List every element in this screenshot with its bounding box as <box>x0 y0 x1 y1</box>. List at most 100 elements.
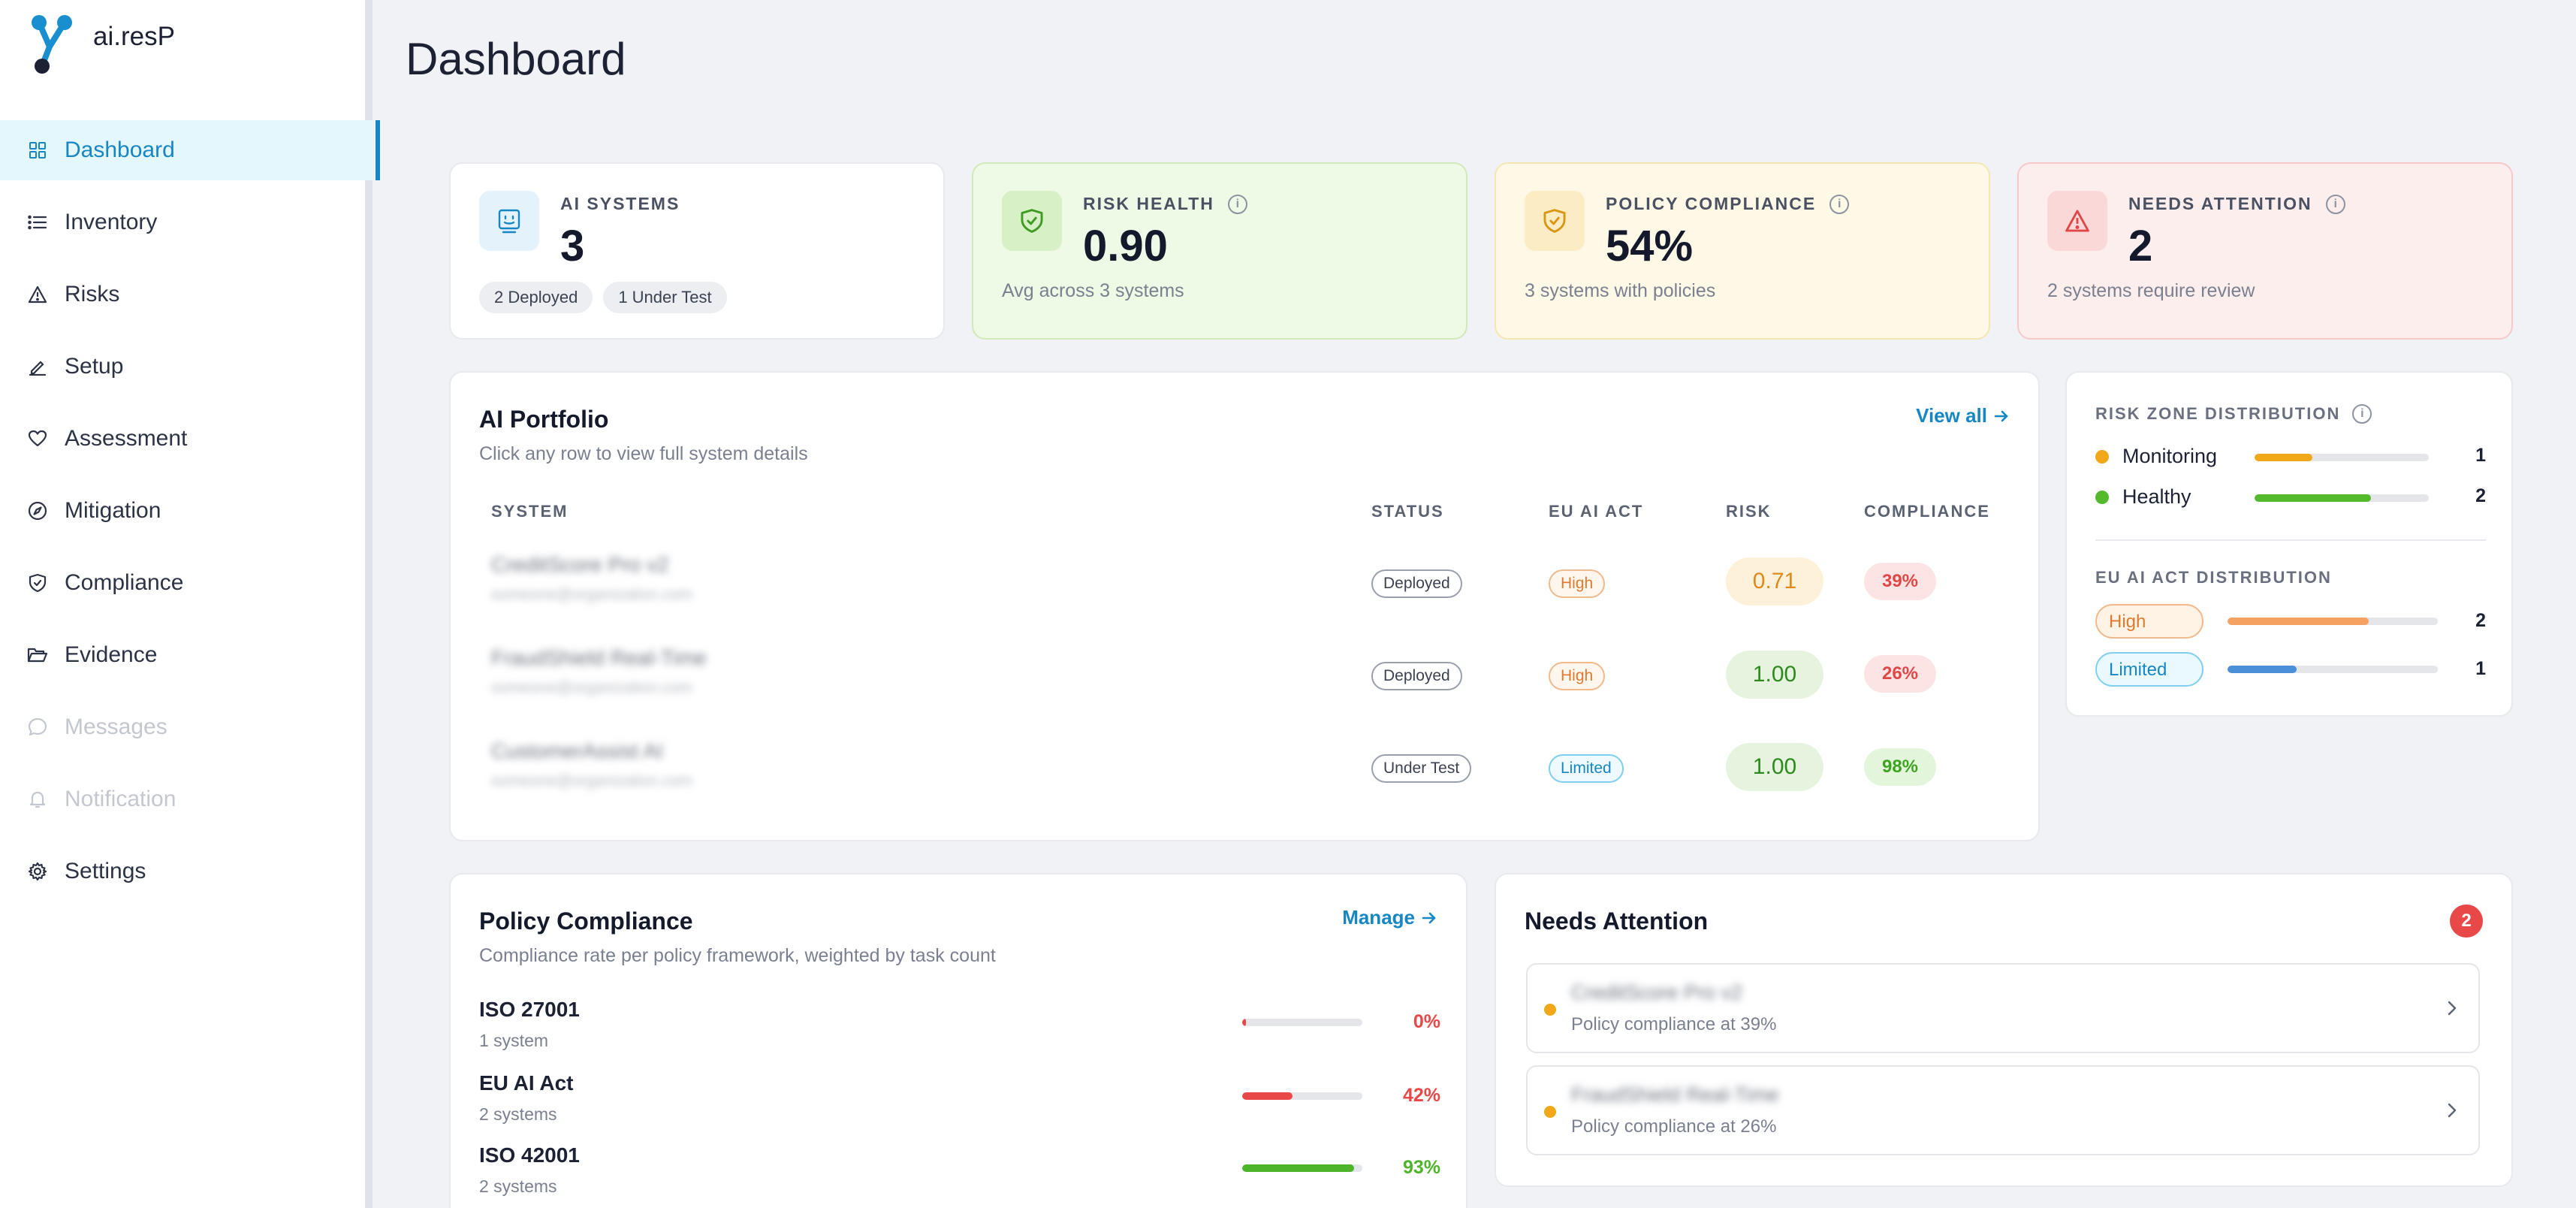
risk-zone-title: RISK ZONE DISTRIBUTION i <box>2095 404 2372 424</box>
view-all-link[interactable]: View all <box>1916 404 2010 427</box>
eu-bar-fill <box>2228 666 2297 673</box>
risk-score: 0.71 <box>1726 557 1823 606</box>
chip-under-test: 1 Under Test <box>603 282 727 313</box>
policy-name: EU AI Act <box>479 1071 574 1095</box>
risk-score: 1.00 <box>1726 651 1823 699</box>
eu-bar <box>2228 618 2438 625</box>
app-name: ai.resP <box>93 22 175 51</box>
sidebar-item-evidence[interactable]: Evidence <box>0 625 373 685</box>
zone-bar-fill <box>2255 494 2372 502</box>
shield-check-icon <box>1525 191 1585 251</box>
policy-row[interactable]: ISO 27001 1 system 0% <box>479 998 1440 1058</box>
chevron-right-icon <box>2448 1103 2457 1118</box>
sidebar-item-messages: Messages <box>0 697 373 757</box>
sidebar-item-assessment[interactable]: Assessment <box>0 409 373 469</box>
column-header-compliance: COMPLIANCE <box>1864 502 1990 521</box>
divider <box>2095 539 2486 541</box>
sidebar-item-label: Inventory <box>65 210 158 234</box>
compliance-score: 26% <box>1864 655 1936 693</box>
compliance-score: 39% <box>1864 563 1936 600</box>
zone-bar <box>2255 454 2429 461</box>
sidebar-item-label: Dashboard <box>65 137 175 162</box>
eu-row-limited: Limited 1 <box>2095 652 2486 687</box>
sidebar-item-setup[interactable]: Setup <box>0 337 373 397</box>
manage-link[interactable]: Manage <box>1342 906 1437 929</box>
zone-bar-fill <box>2255 454 2312 461</box>
attention-detail: Policy compliance at 26% <box>1571 1116 1777 1137</box>
zone-row-healthy: Healthy 2 <box>2095 482 2486 512</box>
policy-systems: 1 system <box>479 1031 549 1050</box>
attention-system-name: CreditScore Pro v2 <box>1571 981 1743 1004</box>
policy-bar-fill <box>1242 1019 1246 1026</box>
stat-value: 2 <box>2128 222 2153 270</box>
attention-title: Needs Attention <box>1525 908 1709 935</box>
grid-icon <box>27 140 48 161</box>
sidebar-item-label: Mitigation <box>65 498 161 523</box>
sidebar: ai.resP Dashboard Inventory Risks Setup … <box>0 0 380 1208</box>
info-icon[interactable]: i <box>2352 404 2372 424</box>
info-icon[interactable]: i <box>1227 194 1247 214</box>
sidebar-nav: Dashboard Inventory Risks Setup Assessme… <box>0 120 380 914</box>
policy-row[interactable]: ISO 42001 2 systems 93% <box>479 1143 1440 1203</box>
stat-label: RISK HEALTH i <box>1083 194 1247 214</box>
sidebar-item-label: Evidence <box>65 642 158 667</box>
policy-title: Policy Compliance <box>479 908 693 935</box>
logo-icon <box>32 15 72 74</box>
stat-card-needs-attention[interactable]: NEEDS ATTENTION i 2 2 systems require rev… <box>2017 162 2513 340</box>
policy-percent: 42% <box>1402 1085 1440 1106</box>
policy-bar-fill <box>1242 1164 1354 1172</box>
shield-check-icon <box>1002 191 1062 251</box>
eu-risk-badge: High <box>1549 662 1606 690</box>
app-logo[interactable]: ai.resP <box>30 14 175 75</box>
sidebar-item-risks[interactable]: Risks <box>0 264 373 325</box>
stat-sub: Avg across 3 systems <box>1002 280 1184 301</box>
stat-card-ai-systems[interactable]: AI SYSTEMS 3 2 Deployed 1 Under Test <box>449 162 945 340</box>
chevron-right-icon <box>2448 1001 2457 1016</box>
stat-value: 3 <box>560 222 585 270</box>
attention-detail: Policy compliance at 39% <box>1571 1014 1777 1034</box>
zone-dot <box>2095 450 2109 464</box>
stat-card-policy-compliance[interactable]: POLICY COMPLIANCE i 54% 3 systems with po… <box>1495 162 1990 340</box>
policy-bar <box>1242 1019 1362 1026</box>
policy-percent: 0% <box>1413 1011 1440 1032</box>
eu-count: 2 <box>2475 610 2486 631</box>
policy-name: ISO 27001 <box>479 998 580 1021</box>
sidebar-item-inventory[interactable]: Inventory <box>0 192 373 252</box>
policy-bar <box>1242 1092 1362 1100</box>
stat-label-text: RISK HEALTH <box>1083 194 1214 213</box>
stat-card-risk-health[interactable]: RISK HEALTH i 0.90 Avg across 3 systems <box>972 162 1467 340</box>
sidebar-item-mitigation[interactable]: Mitigation <box>0 481 373 541</box>
folder-open-icon <box>27 645 48 666</box>
policy-systems: 2 systems <box>479 1104 557 1124</box>
attention-item[interactable]: CreditScore Pro v2 Policy compliance at … <box>1526 963 2480 1053</box>
list-icon <box>27 212 48 233</box>
eu-act-title: EU AI ACT DISTRIBUTION <box>2095 568 2332 587</box>
system-owner: someone@organization.com <box>491 772 692 790</box>
sidebar-item-dashboard[interactable]: Dashboard <box>0 120 380 180</box>
zone-count: 2 <box>2475 485 2486 506</box>
policy-systems: 2 systems <box>479 1176 557 1196</box>
risk-score: 1.00 <box>1726 743 1823 791</box>
portfolio-title: AI Portfolio <box>479 406 609 433</box>
eu-risk-badge: High <box>1549 569 1606 598</box>
sidebar-item-settings[interactable]: Settings <box>0 841 373 901</box>
stat-sub: 2 systems require review <box>2047 280 2255 301</box>
attention-item[interactable]: FraudShield Real-Time Policy compliance … <box>1526 1065 2480 1155</box>
zone-dot <box>2095 491 2109 504</box>
eu-bar <box>2228 666 2438 673</box>
warning-icon <box>27 284 48 305</box>
stat-value: 54% <box>1606 222 1694 270</box>
sidebar-item-notification: Notification <box>0 769 373 829</box>
policy-bar <box>1242 1164 1362 1172</box>
policy-row[interactable]: EU AI Act 2 systems 42% <box>479 1071 1440 1131</box>
warning-dot <box>1544 1004 1556 1016</box>
status-badge: Under Test <box>1371 754 1472 783</box>
manage-label: Manage <box>1342 906 1415 929</box>
sidebar-item-compliance[interactable]: Compliance <box>0 553 373 613</box>
pencil-icon <box>27 356 48 377</box>
info-icon[interactable]: i <box>2325 194 2345 214</box>
sidebar-item-label: Notification <box>65 787 176 811</box>
eu-risk-badge: Limited <box>1549 754 1624 783</box>
risk-zone-title-text: RISK ZONE DISTRIBUTION <box>2095 404 2341 423</box>
info-icon[interactable]: i <box>1829 194 1850 214</box>
